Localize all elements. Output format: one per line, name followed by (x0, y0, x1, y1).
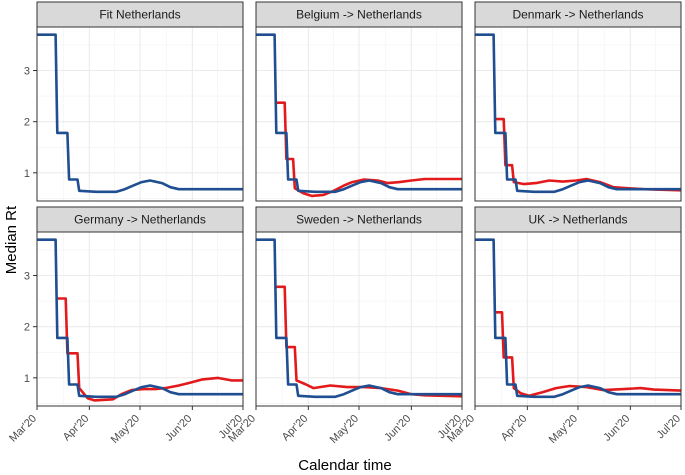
x-tick-label: Apr'20 (280, 413, 311, 444)
x-tick-label: Apr'20 (61, 413, 92, 444)
panel-strip (36, 206, 244, 233)
series-line-transfer (495, 310, 682, 398)
panel-border (474, 26, 682, 202)
panel-strip (474, 1, 682, 28)
panel-title: Germany -> Netherlands (74, 213, 206, 227)
panel-1: Fit Netherlands 1 2 3 (24, 1, 244, 202)
y-tick-label: 3 (24, 66, 30, 78)
y-tick-label: 2 (24, 322, 30, 334)
panel-4: Germany -> Netherlands 1 2 3 Mar'20 Apr'20 May… (7, 206, 245, 446)
y-tick-label: 3 (24, 271, 30, 283)
panel-title: Denmark -> Netherlands (512, 8, 643, 22)
x-tick-label: Jun'20 (601, 413, 632, 444)
x-tick-label: Apr'20 (499, 413, 530, 444)
panel-strip (255, 206, 463, 233)
x-tick-label: Mar'20 (7, 413, 39, 445)
y-axis-title: Median Rt (3, 205, 20, 274)
x-tick-label: May'20 (547, 413, 580, 446)
series-line-baseline (256, 238, 462, 399)
x-tick-label: Jun'20 (163, 413, 194, 444)
x-tick-label: May'20 (109, 413, 142, 446)
panel-border (255, 26, 463, 202)
panel-title: UK -> Netherlands (528, 213, 627, 227)
x-tick-label: May'20 (328, 413, 361, 446)
y-tick-label: 1 (24, 168, 30, 180)
panel-2: Belgium -> Netherlands (255, 1, 463, 202)
panel-title: Sweden -> Netherlands (296, 213, 422, 227)
series-line-transfer (276, 101, 462, 198)
panel-border (36, 26, 244, 202)
series-line-baseline (475, 238, 681, 399)
x-axis-title: Calendar time (298, 457, 391, 474)
y-tick-label: 2 (24, 117, 30, 129)
series-line-baseline (37, 238, 243, 399)
series-line-baseline (256, 33, 462, 194)
series-line-baseline (475, 33, 681, 194)
panel-title: Belgium -> Netherlands (296, 8, 422, 22)
y-tick-label: 1 (24, 373, 30, 385)
series-line-baseline (37, 33, 243, 194)
x-tick-label: Jul'20 (655, 413, 684, 442)
series-line-transfer (495, 117, 682, 192)
x-tick-label: Jun'20 (382, 413, 413, 444)
panel-strip (255, 1, 463, 28)
panel-3: Denmark -> Netherlands (474, 1, 682, 202)
panels-layer: Fit Netherlands 1 2 3 Belgium -> Netherlands… (7, 1, 684, 446)
panel-strip (36, 1, 244, 28)
panel-title: Fit Netherlands (99, 8, 180, 22)
